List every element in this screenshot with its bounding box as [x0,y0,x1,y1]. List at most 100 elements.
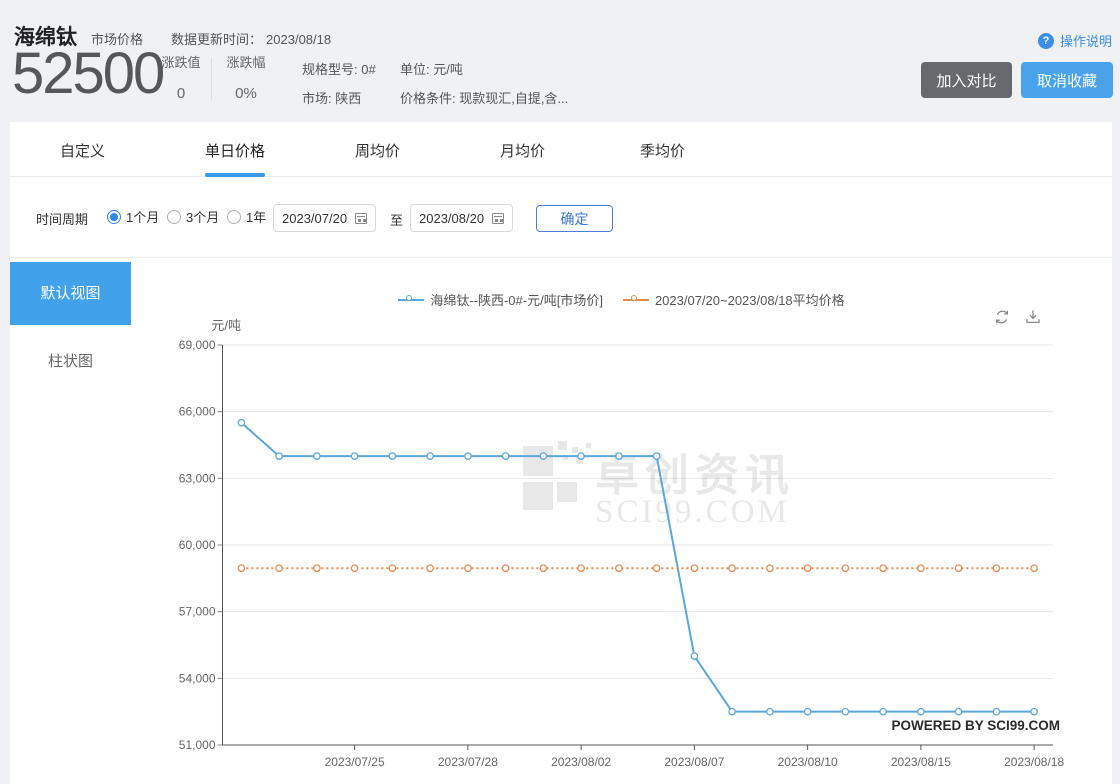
page-title: 海绵钛 [14,26,77,49]
legend-item[interactable]: 海绵钛--陕西-0#-元/吨[市场价] [398,290,603,309]
refresh-icon[interactable] [993,308,1011,326]
data-point [501,564,510,573]
data-point [426,452,434,460]
end-date-value[interactable]: 2023/08/20 [419,210,485,226]
question-icon[interactable]: ? [1037,32,1054,49]
data-point [388,564,397,573]
data-point [313,564,321,573]
data-point [803,707,812,716]
radio-1-month-control[interactable] [107,209,121,224]
radio-3-month-label[interactable]: 3个月 [186,210,220,225]
data-point [501,452,510,460]
data-point [954,707,963,716]
radio-1-year-control[interactable] [227,209,241,224]
y-axis-tick-label: 69,000 [179,338,216,352]
spec-market-column: 规格型号: 0# 市场: 陕西 [302,55,376,113]
data-point [954,564,963,573]
spec-label: 规格型号: 0# [302,62,376,77]
active-tab-indicator [205,173,265,177]
data-point [615,452,623,460]
unit-condition-column: 单位: 元/吨 价格条件: 现款现汇,自提,含... [400,55,568,113]
data-point [992,707,1001,716]
download-icon[interactable] [1024,308,1042,326]
change-value: 0 [176,85,186,102]
x-axis-tick-label: 2023/08/02 [551,755,611,769]
data-point [464,564,472,573]
radio-1-year-label[interactable]: 1年 [246,210,267,225]
price-line-chart[interactable]: 元/吨 51,000 54,000 57,000 60,000 63,000 66,000 6… [131,310,1112,784]
watermark-text-en: SCI99.COM [595,494,790,530]
unit-label: 单位: 元/吨 [400,62,463,77]
x-axis-tick-label: 2023/08/18 [1004,755,1064,769]
data-point [917,564,925,573]
legend-item[interactable]: 2023/07/20~2023/08/18平均价格 [622,290,845,309]
y-axis-tick-label: 57,000 [179,605,216,619]
data-point [728,564,736,573]
data-point [690,564,699,573]
tab-daily-price[interactable]: 单日价格 [205,143,266,160]
x-axis-tick-label: 2023/07/25 [325,755,385,769]
data-point [992,564,1001,573]
x-axis-tick-label: 2023/08/10 [778,755,838,769]
change-value-block: 涨跌值 0 [158,52,204,102]
data-point [1030,707,1038,716]
data-point [728,707,736,716]
data-point [841,564,850,573]
data-point [275,452,283,460]
radio-3-month[interactable]: 3个月 [167,207,219,226]
end-date-input[interactable]: 2023/08/20 [410,204,513,232]
tab-quarterly-avg[interactable]: 季均价 [640,143,686,160]
calendar-icon[interactable] [355,212,367,224]
y-axis-tick-label: 63,000 [179,471,216,485]
view-default-button[interactable]: 默认视图 [10,262,131,325]
metric-divider [211,58,212,100]
data-point [464,452,472,460]
data-point [803,564,812,573]
legend-label: 海绵钛--陕西-0#-元/吨[市场价] [430,293,603,308]
radio-1-year[interactable]: 1年 [227,207,266,226]
unfavorite-button[interactable]: 取消收藏 [1021,62,1113,98]
calendar-icon[interactable] [492,212,504,224]
data-point [388,452,397,460]
radio-3-month-control[interactable] [167,209,181,224]
legend-marker-icon [398,295,425,304]
section-divider [10,257,1112,258]
start-date-input[interactable]: 2023/07/20 [273,204,376,232]
data-point [350,452,359,460]
market-label: 市场: 陕西 [302,91,362,106]
y-axis-tick-label: 51,000 [179,738,216,752]
data-point [690,652,699,660]
watermark-text-cn: 卓创资讯 [595,451,795,500]
title-row: 海绵钛 市场价格 数据更新时间： 2023/08/18 [14,21,331,51]
y-axis-unit-label: 元/吨 [211,318,241,333]
data-point [766,564,774,573]
data-point [426,564,434,573]
radio-1-month-label[interactable]: 1个月 [126,210,160,225]
tab-weekly-avg[interactable]: 周均价 [355,143,401,160]
series-price[interactable] [237,418,1038,716]
data-point [237,564,246,573]
view-bar-chart-button[interactable]: 柱状图 [47,353,93,370]
data-point [841,707,850,716]
add-compare-button[interactable]: 加入对比 [921,62,1012,98]
tab-custom[interactable]: 自定义 [60,143,106,160]
tab-monthly-avg[interactable]: 月均价 [500,143,546,160]
confirm-button[interactable]: 确定 [536,205,613,232]
data-point [350,564,359,573]
radio-1-month[interactable]: 1个月 [107,207,159,226]
time-filter-row: 时间周期 1个月 3个月 1年 2023/07/20 至 2023/08/20 [10,194,1112,244]
condition-label: 价格条件: 现款现汇,自提,含... [400,91,569,106]
current-price: 52500 [12,41,165,106]
data-point [615,564,623,573]
data-point [917,707,925,716]
x-axis-tick-label: 2023/08/07 [664,755,724,769]
series-average[interactable] [237,564,1038,573]
help-link[interactable]: ? 操作说明 [1037,31,1112,50]
y-axis-tick-label: 66,000 [179,405,216,419]
legend-label: 2023/07/20~2023/08/18平均价格 [654,293,845,308]
change-pct-label: 涨跌幅 [226,55,266,70]
help-label[interactable]: 操作说明 [1059,34,1112,49]
start-date-value[interactable]: 2023/07/20 [282,210,348,226]
time-period-label: 时间周期 [36,212,89,227]
